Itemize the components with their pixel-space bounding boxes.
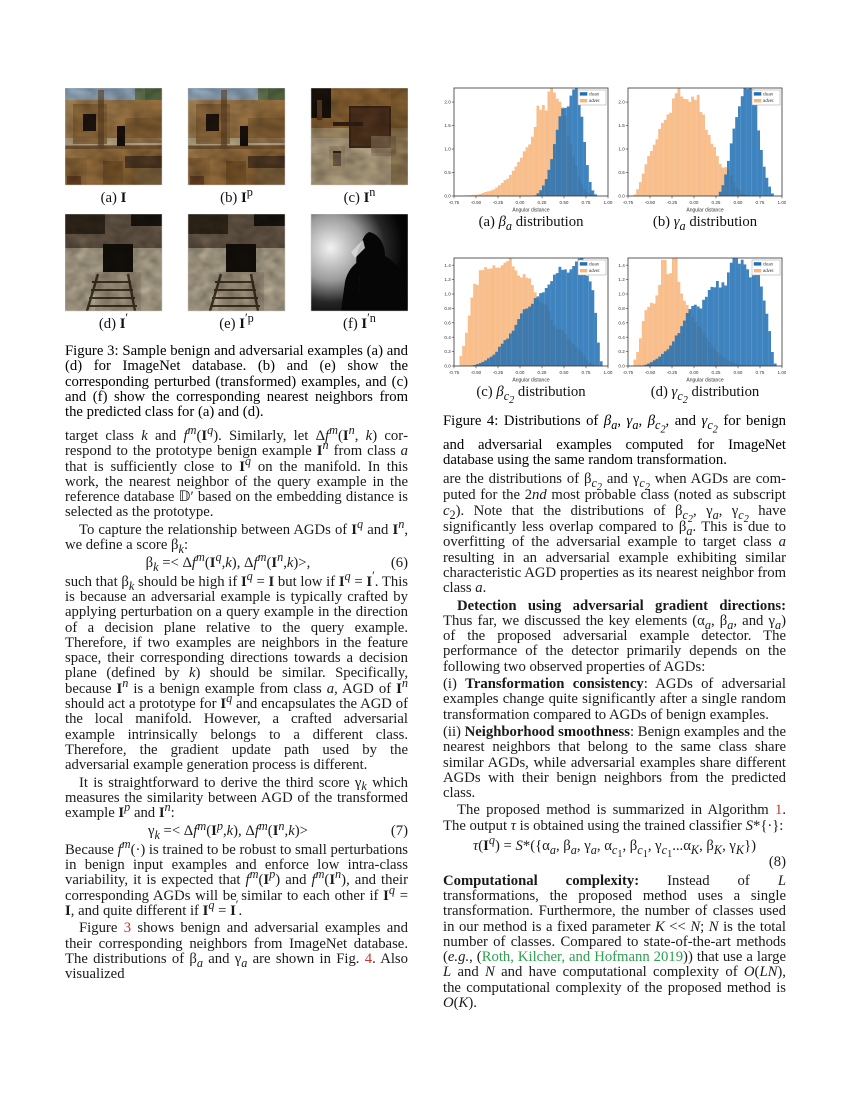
svg-text:0.00: 0.00 <box>690 370 699 375</box>
svg-text:1.00: 1.00 <box>778 370 786 375</box>
svg-text:Angular distance: Angular distance <box>686 208 723 214</box>
svg-text:1.0: 1.0 <box>444 147 451 152</box>
svg-text:1.2: 1.2 <box>444 277 451 282</box>
svg-text:1.5: 1.5 <box>618 123 625 128</box>
svg-text:clean: clean <box>763 261 774 266</box>
svg-text:-0.50: -0.50 <box>471 370 482 375</box>
svg-text:0.0: 0.0 <box>444 364 451 369</box>
svg-text:0.6: 0.6 <box>444 320 451 325</box>
svg-text:1.4: 1.4 <box>618 263 625 268</box>
svg-text:clean: clean <box>589 91 600 96</box>
svg-text:clean: clean <box>763 91 774 96</box>
svg-text:-0.25: -0.25 <box>493 370 504 375</box>
svg-text:0.75: 0.75 <box>582 370 591 375</box>
svg-text:adver.: adver. <box>589 98 600 103</box>
svg-text:0.8: 0.8 <box>618 306 625 311</box>
svg-text:1.00: 1.00 <box>778 200 786 205</box>
svg-text:0.0: 0.0 <box>444 194 451 199</box>
svg-text:0.4: 0.4 <box>444 335 451 340</box>
svg-text:-0.25: -0.25 <box>667 200 678 205</box>
svg-text:0.75: 0.75 <box>582 200 591 205</box>
svg-text:0.25: 0.25 <box>538 200 547 205</box>
svg-text:1.2: 1.2 <box>618 277 625 282</box>
svg-text:-0.50: -0.50 <box>645 370 656 375</box>
svg-text:0.00: 0.00 <box>516 370 525 375</box>
svg-text:0.25: 0.25 <box>712 200 721 205</box>
svg-text:2.0: 2.0 <box>618 100 625 105</box>
svg-text:0.0: 0.0 <box>618 194 625 199</box>
svg-text:2.0: 2.0 <box>444 100 451 105</box>
svg-text:adver.: adver. <box>763 98 774 103</box>
svg-text:0.8: 0.8 <box>444 306 451 311</box>
svg-text:0.25: 0.25 <box>712 370 721 375</box>
svg-text:-0.75: -0.75 <box>449 200 460 205</box>
svg-text:Angular distance: Angular distance <box>512 378 549 384</box>
svg-text:0.5: 0.5 <box>444 170 451 175</box>
svg-text:0.0: 0.0 <box>618 364 625 369</box>
svg-text:0.75: 0.75 <box>756 200 765 205</box>
svg-text:-0.75: -0.75 <box>449 370 460 375</box>
svg-text:-0.50: -0.50 <box>471 200 482 205</box>
svg-text:1.00: 1.00 <box>604 200 613 205</box>
svg-text:0.50: 0.50 <box>560 200 569 205</box>
svg-text:0.5: 0.5 <box>618 170 625 175</box>
svg-text:0.75: 0.75 <box>756 370 765 375</box>
svg-text:0.25: 0.25 <box>538 370 547 375</box>
svg-text:-0.75: -0.75 <box>623 200 634 205</box>
svg-text:Angular distance: Angular distance <box>512 208 549 214</box>
svg-text:1.0: 1.0 <box>618 147 625 152</box>
svg-text:1.0: 1.0 <box>618 292 625 297</box>
svg-text:0.50: 0.50 <box>734 370 743 375</box>
svg-text:clean: clean <box>589 261 600 266</box>
svg-text:0.2: 0.2 <box>618 349 625 354</box>
svg-text:-0.25: -0.25 <box>667 370 678 375</box>
svg-text:0.6: 0.6 <box>618 320 625 325</box>
svg-text:-0.25: -0.25 <box>493 200 504 205</box>
svg-text:Angular distance: Angular distance <box>686 378 723 384</box>
svg-text:adver.: adver. <box>589 268 600 273</box>
svg-text:1.00: 1.00 <box>604 370 613 375</box>
svg-text:1.4: 1.4 <box>444 263 451 268</box>
svg-text:1.5: 1.5 <box>444 123 451 128</box>
svg-text:1.0: 1.0 <box>444 292 451 297</box>
svg-text:0.50: 0.50 <box>560 370 569 375</box>
svg-text:0.00: 0.00 <box>690 200 699 205</box>
svg-text:0.2: 0.2 <box>444 349 451 354</box>
svg-text:-0.75: -0.75 <box>623 370 634 375</box>
svg-text:0.00: 0.00 <box>516 200 525 205</box>
svg-text:adver.: adver. <box>763 268 774 273</box>
svg-text:0.50: 0.50 <box>734 200 743 205</box>
svg-text:0.4: 0.4 <box>618 335 625 340</box>
svg-text:-0.50: -0.50 <box>645 200 656 205</box>
